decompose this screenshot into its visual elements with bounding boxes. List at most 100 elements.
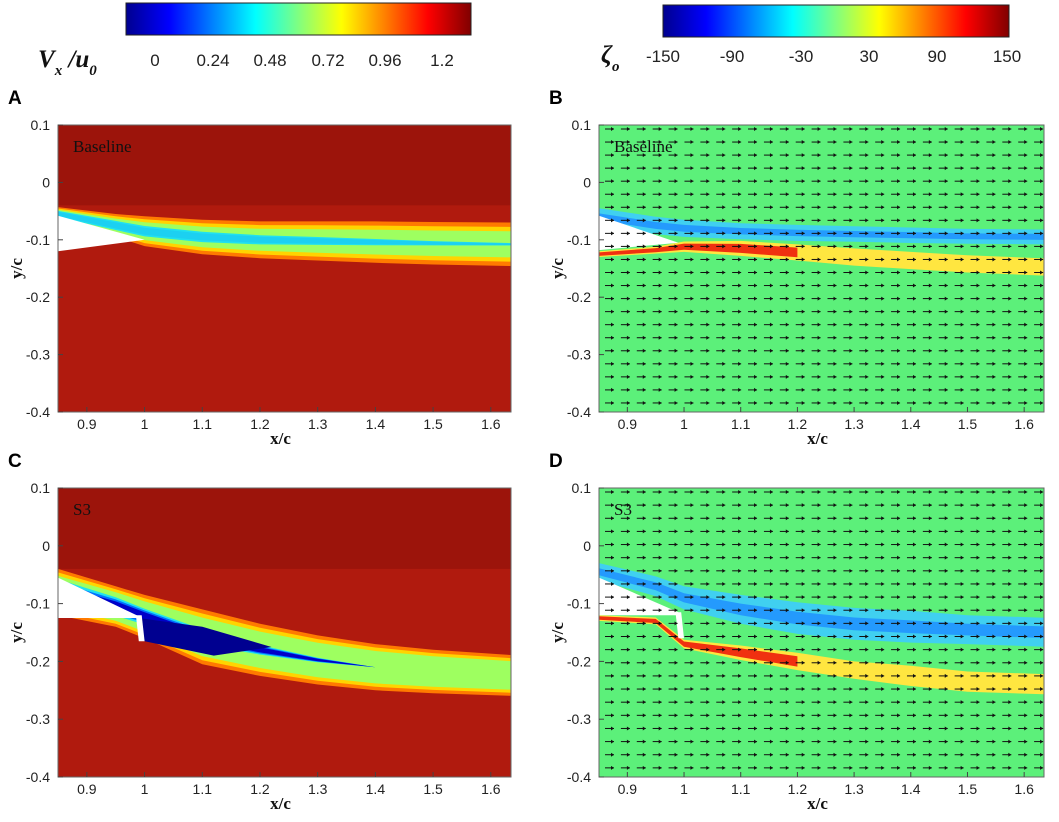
velocity-vector-head <box>690 296 694 301</box>
velocity-vector-head <box>785 529 789 534</box>
y-tick-label: -0.3 <box>26 347 50 363</box>
velocity-vector-head <box>833 581 837 586</box>
velocity-vector-head <box>817 296 821 301</box>
velocity-vector-head <box>992 309 996 314</box>
velocity-vector-head <box>722 739 726 744</box>
velocity-vector-head <box>690 779 693 783</box>
velocity-vector-head <box>626 568 630 573</box>
velocity-vector-head <box>960 739 964 744</box>
velocity-vector-head <box>658 127 662 131</box>
velocity-vector-head <box>897 595 901 600</box>
velocity-vector-head <box>944 752 948 757</box>
velocity-vector-head <box>722 322 726 327</box>
velocity-vector-head <box>690 348 694 353</box>
velocity-vector-head <box>754 529 758 534</box>
velocity-vector-head <box>642 140 646 145</box>
velocity-vector-head <box>674 257 678 262</box>
velocity-vector-head <box>642 673 646 678</box>
velocity-vector-head <box>769 765 773 770</box>
velocity-vector-head <box>992 568 996 573</box>
colorbar-tick-label: 90 <box>928 47 947 66</box>
velocity-vector-head <box>626 127 630 131</box>
velocity-vector-head <box>881 257 885 262</box>
velocity-vector-head <box>626 205 630 210</box>
colorbar-vorticity-ticks: -150 -90 -30 30 90 150 <box>646 47 1021 66</box>
velocity-vector-head <box>976 555 980 560</box>
velocity-vector-head <box>626 542 630 547</box>
velocity-vector-head <box>817 516 821 521</box>
velocity-vector-head <box>690 529 694 534</box>
velocity-vector-head <box>1024 127 1028 131</box>
velocity-vector-head <box>722 153 726 158</box>
velocity-vector-head <box>722 296 726 301</box>
velocity-vector-head <box>706 179 710 184</box>
velocity-vector-head <box>722 166 726 171</box>
velocity-vector-head <box>1024 296 1028 301</box>
velocity-vector-head <box>722 192 726 197</box>
velocity-vector-head <box>801 765 805 770</box>
velocity-vector-head <box>674 621 678 626</box>
velocity-vector-head <box>865 726 869 731</box>
velocity-vector-head <box>738 218 742 223</box>
velocity-vector-head <box>769 542 773 547</box>
velocity-vector-head <box>1040 752 1044 757</box>
velocity-vector-head <box>769 687 773 692</box>
velocity-vector-head <box>738 608 742 613</box>
velocity-vector-head <box>706 673 710 678</box>
velocity-vector-head <box>976 257 980 262</box>
velocity-vector-head <box>769 140 773 145</box>
y-tick-label: -0.4 <box>567 769 591 785</box>
velocity-vector-head <box>928 647 932 652</box>
velocity-vector-head <box>849 244 853 249</box>
velocity-vector-head <box>722 568 726 573</box>
velocity-vector-head <box>674 608 678 613</box>
velocity-vector-head <box>849 179 853 184</box>
velocity-vector-head <box>960 621 964 626</box>
velocity-vector-head <box>881 205 885 210</box>
velocity-vector-head <box>912 283 916 288</box>
velocity-vector-head <box>611 283 614 288</box>
velocity-vector-head <box>722 595 726 600</box>
velocity-vector-head <box>754 608 758 613</box>
velocity-vector-head <box>658 335 662 340</box>
velocity-vector-head <box>611 309 614 314</box>
velocity-far-field <box>58 488 511 569</box>
velocity-vector-head <box>770 779 773 783</box>
velocity-vector-head <box>626 726 630 731</box>
velocity-vector-head <box>817 361 821 366</box>
x-tick-label: 1.5 <box>958 416 978 432</box>
velocity-vector-head <box>1040 218 1044 223</box>
velocity-vector-head <box>1040 283 1044 288</box>
velocity-vector-head <box>754 231 758 236</box>
velocity-vector-head <box>833 555 837 560</box>
velocity-vector-head <box>706 257 710 262</box>
velocity-vector-head <box>674 218 678 223</box>
velocity-vector-head <box>658 296 662 301</box>
velocity-vector-head <box>706 166 710 171</box>
velocity-vector-head <box>1024 516 1028 521</box>
velocity-vector-head <box>992 752 996 757</box>
velocity-vector-head <box>865 348 869 353</box>
velocity-vector-head <box>897 765 901 770</box>
velocity-vector-head <box>754 192 758 197</box>
velocity-vector-head <box>626 621 630 626</box>
velocity-vector-head <box>976 634 980 639</box>
velocity-vector-head <box>960 348 964 353</box>
velocity-vector-head <box>801 361 805 366</box>
velocity-vector-head <box>833 335 837 340</box>
velocity-vector-head <box>754 581 758 586</box>
velocity-vector-head <box>976 739 980 744</box>
velocity-vector-head <box>785 309 789 314</box>
velocity-vector-head <box>738 179 742 184</box>
velocity-vector-head <box>626 687 630 692</box>
velocity-vector-head <box>1040 140 1044 145</box>
velocity-vector-head <box>833 270 837 275</box>
velocity-vector-head <box>944 192 948 197</box>
airfoil-trailing-edge <box>58 577 139 618</box>
velocity-vector-head <box>1024 621 1028 626</box>
velocity-vector-head <box>912 765 916 770</box>
velocity-vector-head <box>690 166 694 171</box>
velocity-vector-head <box>912 387 916 392</box>
velocity-vector-head <box>1008 387 1012 392</box>
velocity-vector-head <box>674 179 678 184</box>
